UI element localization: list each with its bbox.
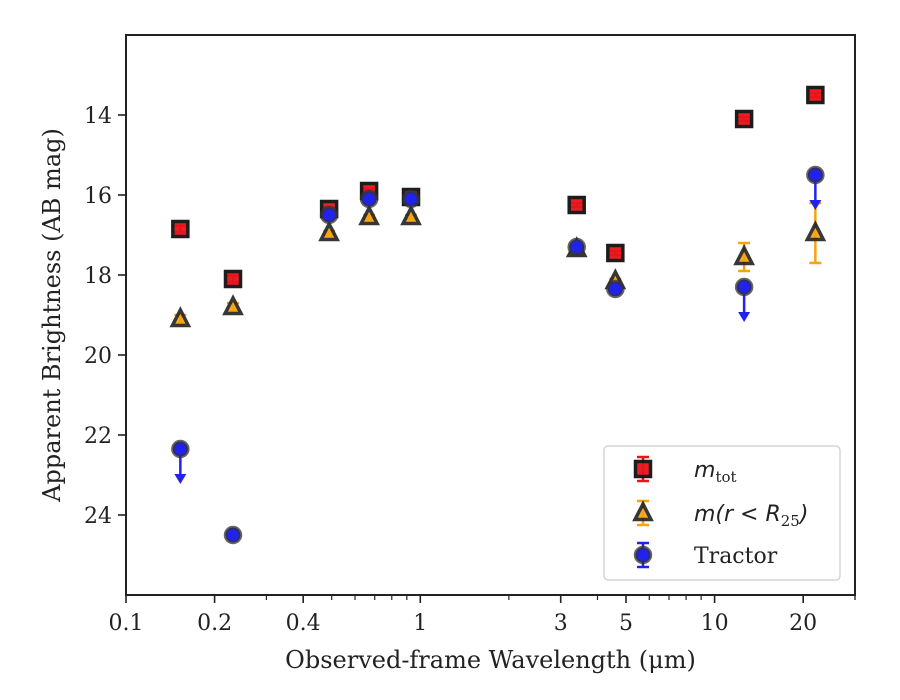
data-point [733,244,755,266]
legend-entry: mtot [633,455,737,486]
x-tick-label: 3 [554,611,568,636]
data-point [606,243,625,263]
data-point [400,204,422,226]
data-point [319,205,339,225]
data-point [358,204,380,226]
y-tick-label: 14 [84,104,112,129]
legend-entry: m(r < R25) [632,499,808,530]
y-tick-label: 18 [84,264,112,289]
legend-marker [632,500,654,522]
data-point [567,195,586,215]
x-axis-label: Observed-frame Wavelength (μm) [285,646,696,674]
legend: mtot m(r < R25) Tractor [603,445,841,581]
x-tick-label: 0.2 [197,611,232,636]
x-tick-label: 10 [701,611,729,636]
data-point [567,237,586,257]
x-tick-label: 0.4 [286,611,321,636]
x-tick-label: 5 [619,611,633,636]
data-point [401,189,421,209]
x-tick-label: 1 [413,611,427,636]
x-tick-label: 20 [789,611,817,636]
legend-label: m(r < R25) [694,502,808,530]
data-point [318,220,340,242]
legend-frame [603,445,841,581]
data-point [223,525,243,545]
data-point [171,439,190,459]
data-point [223,269,243,289]
y-axis-label: Apparent Brightness (AB mag) [38,128,66,503]
legend-label: mtot [694,458,737,486]
axis-ticks: 0.1 0.2 0.4 1 3 5 10 20 14 16 18 20 22 24 [84,104,856,636]
y-tick-label: 22 [84,424,112,449]
series-square [171,85,825,289]
x-tick-label: 0.1 [109,611,144,636]
plot-frame [125,34,856,596]
y-tick-label: 24 [84,504,112,529]
data-point [734,109,754,129]
y-tick-label: 16 [84,184,112,209]
data-point [171,219,190,239]
data-point [359,189,379,209]
legend-marker [633,545,653,565]
data-marks [169,85,827,545]
legend-entry: Tractor [633,541,778,569]
data-point [606,279,625,299]
legend-marker [633,459,653,479]
series-circle [171,165,825,545]
data-point [806,85,825,105]
y-tick-label: 20 [84,344,112,369]
data-point [222,294,244,316]
data-point [804,220,827,242]
series-triangle [169,201,827,328]
data-point [734,277,754,297]
data-point [806,165,825,185]
data-point [169,306,192,328]
legend-label: Tractor [694,544,778,569]
